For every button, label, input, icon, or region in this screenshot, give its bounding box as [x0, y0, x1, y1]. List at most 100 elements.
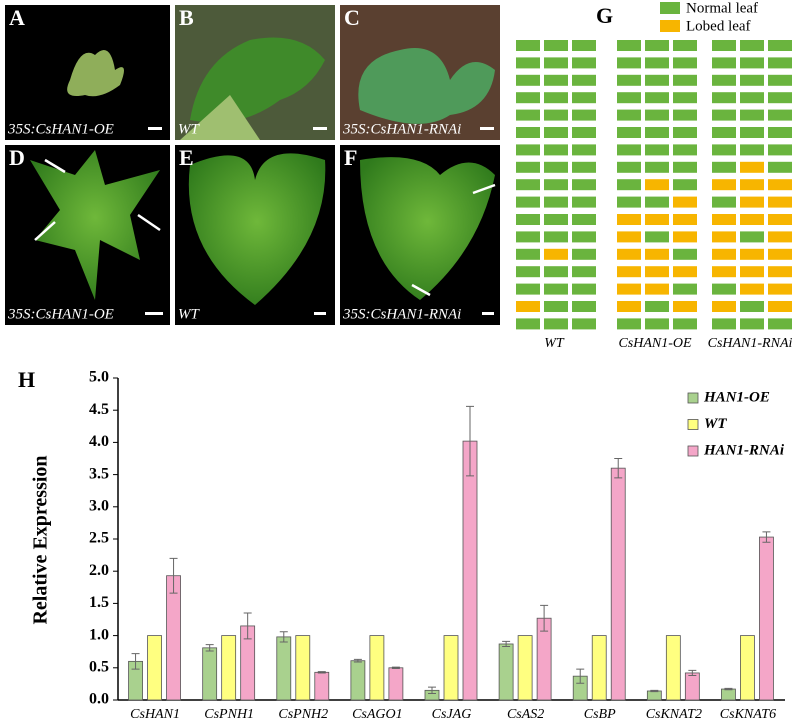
leaf-cell: [617, 248, 641, 260]
leaf-cell: [673, 144, 697, 156]
leaf-cell: [544, 40, 568, 51]
leaf-cell: [673, 318, 697, 330]
error-bar: [428, 686, 436, 695]
y-tick-label: 2.0: [89, 562, 109, 579]
leaf-cell: [712, 318, 736, 330]
panel-caption: 35S:CsHAN1-OE: [7, 121, 114, 137]
leaf-cell: [673, 40, 697, 51]
leaf-cell: [740, 301, 764, 312]
leaf-cell: [712, 40, 736, 51]
y-tick-label: 0.5: [89, 658, 109, 675]
leaf-cell: [516, 40, 540, 51]
panel-label: A: [9, 5, 25, 30]
panel-caption: 35S:CsHAN1-RNAi: [342, 306, 461, 322]
leaf-cell: [768, 266, 792, 278]
bar-chart: 0.0 0.5 1.0 1.5 2.0 2.5 3.0 3.5 4.0 4.5 5.0 CsHAN1 C…: [89, 369, 785, 722]
leaf-cell: [740, 283, 764, 295]
leaf-cell: [516, 283, 540, 295]
panel-label: B: [179, 5, 194, 30]
leaf-grid: Normal leaf Lobed leaf WT CsHAN1-OE CsHAN1-R…: [516, 0, 792, 351]
leaf-cell: [516, 92, 540, 104]
leaf-cell: [516, 266, 540, 278]
scale-bars: [145, 127, 494, 315]
bar: [443, 635, 459, 701]
leaf-cell: [617, 74, 641, 86]
leaf-cell: [740, 144, 764, 156]
panel-label: H: [18, 367, 35, 392]
leaf-cell: [516, 109, 540, 121]
leaf-cell: [617, 196, 641, 208]
y-tick-label: 3.0: [89, 497, 109, 514]
error-bar: [466, 405, 474, 477]
leaf-cell: [516, 301, 540, 312]
panel-caption: WT: [178, 306, 200, 322]
leaf-cell: [740, 231, 764, 243]
leaf-cell: [516, 318, 540, 330]
leaf-cell: [572, 248, 596, 260]
leaf-cell: [516, 57, 540, 69]
group-label: WT: [544, 336, 565, 351]
leaf-cell: [740, 127, 764, 138]
leaf-cell: [712, 57, 736, 69]
leaf-cell: [544, 179, 568, 191]
leaf-cell: [768, 57, 792, 69]
leaf-cell: [572, 214, 596, 225]
leaf-cell: [516, 144, 540, 156]
leaf-cell: [572, 40, 596, 51]
leaf-cell: [768, 179, 792, 191]
bar: [591, 635, 607, 701]
panel-caption: 35S:CsHAN1-RNAi: [342, 121, 461, 137]
x-tick-label: CsAGO1: [352, 707, 403, 722]
panel-label: C: [344, 5, 360, 30]
leaf-cell: [645, 144, 669, 156]
error-bar: [540, 604, 549, 632]
leaf-cell: [645, 196, 669, 208]
bar: [462, 440, 478, 701]
panel-labels: A 35S:CsHAN1-OE B WT C 35S:CsHAN1-RNAi D 35S:Cs…: [7, 5, 461, 322]
leaf-cell: [673, 179, 697, 191]
y-axis-title: Relative Expression: [30, 455, 52, 624]
leaf-cell: [645, 179, 669, 191]
x-tick-label: CsBP: [584, 707, 616, 722]
leaf-cell: [673, 109, 697, 121]
leaf-cell: [768, 248, 792, 260]
error-bar: [353, 658, 362, 663]
bar: [665, 635, 681, 701]
leaf-cell: [572, 127, 596, 138]
bar: [350, 660, 366, 701]
leaf-cell: [712, 283, 736, 295]
leaf-cell: [544, 266, 568, 278]
leaf-cell: [768, 74, 792, 86]
leaf-cell: [712, 231, 736, 243]
leaf-cell: [673, 57, 697, 69]
leaf-cell: [617, 127, 641, 138]
leaf-cell: [544, 248, 568, 260]
leaf-cell: [572, 301, 596, 312]
bar: [721, 688, 736, 701]
error-bar: [131, 653, 140, 670]
leaf-cell: [768, 92, 792, 104]
error-bar: [614, 458, 623, 479]
leaf-cell: [544, 214, 568, 225]
bar: [684, 672, 700, 701]
leaf-cell: [740, 57, 764, 69]
leaf-cell: [645, 214, 669, 225]
leaf-cell: [645, 127, 669, 138]
bar: [221, 635, 237, 701]
legend-label: HAN1-OE: [703, 389, 770, 405]
error-bar: [502, 640, 511, 648]
leaf-cell: [673, 266, 697, 278]
leaf-cell: [645, 161, 669, 173]
legend-swatch: [660, 2, 680, 14]
bar: [388, 667, 404, 701]
plant: [180, 95, 260, 140]
bar: [610, 467, 626, 701]
leaf-cell: [740, 40, 764, 51]
leaf-cell: [768, 214, 792, 225]
y-tick-label: 2.5: [89, 530, 109, 547]
leaf-cell: [645, 248, 669, 260]
plant: [67, 50, 124, 97]
y-tick-label: 3.5: [89, 465, 109, 482]
bar: [166, 575, 181, 701]
legend-label: HAN1-RNAi: [703, 442, 785, 458]
